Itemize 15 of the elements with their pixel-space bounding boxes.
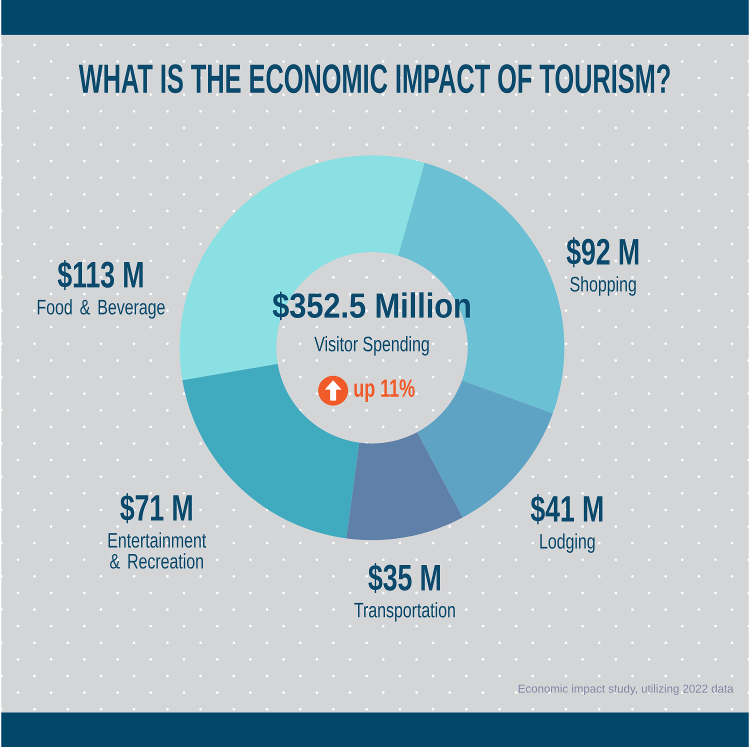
data-label: $41 M bbox=[530, 494, 602, 524]
text: Visitor Spending bbox=[314, 336, 429, 356]
slice-label: Transportation bbox=[354, 602, 455, 622]
slice-label: Lodging bbox=[540, 533, 595, 553]
text: up 11% bbox=[354, 379, 415, 402]
slice-label: Entertainment & Recreation bbox=[108, 532, 206, 568]
chart-title: WHAT IS THE ECONOMIC IMPACT OF TOURISM? bbox=[78, 64, 670, 93]
text: Economic impact study, utilizing 2022 data bbox=[518, 684, 734, 695]
data-label: $92 M bbox=[566, 236, 638, 267]
slice-label: Food & Beverage bbox=[38, 298, 165, 318]
data-label: $71 M bbox=[120, 492, 192, 524]
data-label: $35 M bbox=[368, 562, 440, 593]
slice-label: Shopping bbox=[570, 276, 636, 296]
text: $352.5 Million bbox=[272, 292, 470, 320]
data-label: $113 M bbox=[58, 260, 143, 290]
